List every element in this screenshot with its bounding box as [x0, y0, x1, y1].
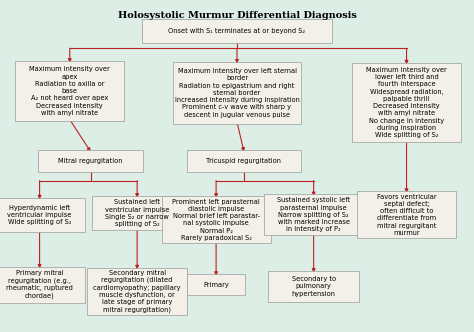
- FancyBboxPatch shape: [268, 271, 359, 302]
- Text: Onset with S₁ terminates at or beyond S₂: Onset with S₁ terminates at or beyond S₂: [168, 28, 306, 34]
- FancyBboxPatch shape: [356, 191, 456, 238]
- FancyBboxPatch shape: [162, 196, 271, 243]
- Text: Secondary mitral
regurgitation (dilated
cardiomyopathy; papillary
muscle dysfunc: Secondary mitral regurgitation (dilated …: [93, 270, 181, 313]
- FancyBboxPatch shape: [92, 196, 182, 230]
- Text: Tricuspid regurgitation: Tricuspid regurgitation: [207, 158, 282, 164]
- FancyBboxPatch shape: [142, 19, 332, 43]
- Text: Sustained left
ventricular impulse
Single S₂ or narrow
splitting of S₂: Sustained left ventricular impulse Singl…: [105, 199, 169, 227]
- Text: Favors ventricular
septal defect;
often difficult to
differentiate from
mitral r: Favors ventricular septal defect; often …: [377, 194, 437, 236]
- Text: Sustained systolic left
parasternal impulse
Narrow splitting of S₂
with marked i: Sustained systolic left parasternal impu…: [277, 197, 350, 232]
- Text: Maximum intensity over
apex
Radiation to axilla or
base
A₂ not heard over apex
D: Maximum intensity over apex Radiation to…: [29, 66, 110, 116]
- FancyBboxPatch shape: [352, 63, 461, 142]
- FancyBboxPatch shape: [264, 195, 364, 235]
- FancyBboxPatch shape: [187, 150, 301, 172]
- Text: Primary mitral
regurgitation (e.g.,
rheumatic, ruptured
chordae): Primary mitral regurgitation (e.g., rheu…: [6, 270, 73, 299]
- FancyBboxPatch shape: [0, 267, 85, 303]
- Text: Holosystolic Murmur Differential Diagnosis: Holosystolic Murmur Differential Diagnos…: [118, 11, 356, 21]
- Text: Mitral regurgitation: Mitral regurgitation: [58, 158, 123, 164]
- FancyBboxPatch shape: [0, 198, 85, 232]
- Text: Maximum intensity over left sternal
border
Radiation to epigastrium and right
st: Maximum intensity over left sternal bord…: [174, 68, 300, 118]
- FancyBboxPatch shape: [187, 274, 245, 295]
- FancyBboxPatch shape: [38, 150, 143, 172]
- Text: Maximum intensity over
lower left third and
fourth interspace
Widespread radiati: Maximum intensity over lower left third …: [366, 67, 447, 138]
- Text: Primary: Primary: [203, 282, 229, 288]
- Text: Hyperdynamic left
ventricular impulse
Wide splitting of S₂: Hyperdynamic left ventricular impulse Wi…: [8, 205, 72, 225]
- FancyBboxPatch shape: [15, 61, 124, 121]
- Text: Secondary to
pulmonary
hypertension: Secondary to pulmonary hypertension: [292, 276, 336, 296]
- Text: Prominent left parasternal
diastolic impulse
Normal brief left parastar-
nal sys: Prominent left parasternal diastolic imp…: [172, 199, 260, 241]
- FancyBboxPatch shape: [87, 268, 187, 315]
- FancyBboxPatch shape: [173, 62, 301, 124]
